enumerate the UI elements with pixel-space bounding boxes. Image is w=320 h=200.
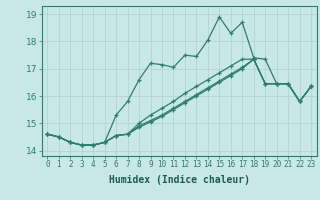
X-axis label: Humidex (Indice chaleur): Humidex (Indice chaleur) bbox=[109, 175, 250, 185]
